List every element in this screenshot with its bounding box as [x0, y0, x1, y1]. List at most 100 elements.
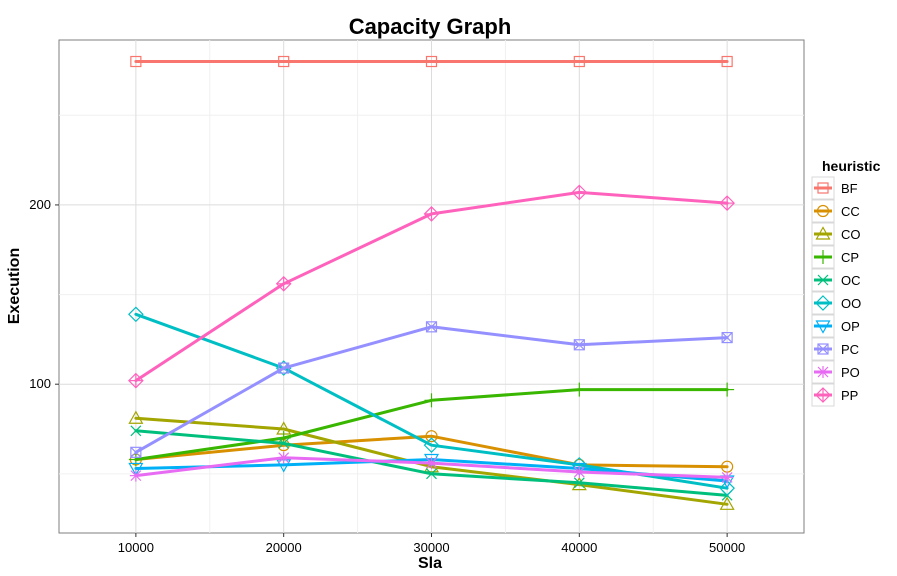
marker-stroke: [573, 339, 585, 351]
data-point-bf: [573, 55, 585, 68]
legend-item-cp: CP: [811, 245, 859, 269]
data-point-oo: [719, 480, 735, 497]
marker-stroke: [573, 466, 585, 478]
series-pc: [130, 321, 733, 458]
marker-stroke: [721, 332, 733, 344]
data-point-cp: [572, 382, 587, 397]
data-point-bf: [721, 55, 733, 68]
data-point-bf: [130, 55, 142, 68]
marker-square: [721, 55, 733, 68]
legend-label: OO: [841, 296, 861, 311]
marker-square: [130, 55, 142, 68]
marker-stroke: [817, 366, 829, 378]
data-point-pp: [571, 184, 588, 201]
marker-stroke: [426, 321, 437, 333]
data-point-bf: [278, 55, 290, 68]
series-cp: [128, 382, 735, 467]
marker-stroke: [278, 362, 290, 374]
legend-item-cc: CC: [811, 199, 860, 223]
data-point-cp: [424, 393, 439, 408]
data-point-co: [719, 496, 735, 510]
legend-label: CP: [841, 250, 859, 265]
marker-diamond: [719, 480, 735, 497]
chart-title: Capacity Graph: [349, 14, 512, 39]
marker-square: [425, 55, 438, 68]
marker-triangle: [815, 226, 831, 240]
legend-label: OC: [841, 273, 861, 288]
marker-circle: [816, 204, 830, 218]
x-tick-label: 30000: [413, 540, 449, 555]
legend-item-oo: OO: [811, 291, 861, 315]
marker-square: [425, 321, 438, 333]
data-point-oc: [278, 437, 290, 449]
marker-square: [817, 182, 829, 194]
legend-label: CC: [841, 204, 860, 219]
data-point-po: [129, 469, 142, 482]
marker-triangle-down: [128, 462, 144, 477]
marker-stroke: [278, 437, 290, 449]
marker-stroke: [817, 343, 829, 355]
legend-label: BF: [841, 181, 858, 196]
data-point-pp: [275, 275, 292, 292]
data-point-oo: [128, 306, 144, 323]
data-point-po: [277, 451, 290, 464]
series-line-cc: [134, 434, 729, 469]
data-point-cc: [425, 430, 438, 443]
marker-stroke: [426, 468, 437, 480]
x-tick-label: 10000: [118, 540, 154, 555]
marker-circle: [425, 430, 438, 443]
marker-stroke: [817, 274, 829, 286]
marker-stroke: [130, 425, 142, 437]
data-point-oc: [426, 468, 437, 480]
x-axis-title: Sla: [418, 555, 442, 572]
series-bf: [130, 55, 733, 68]
data-point-pc: [278, 362, 290, 374]
data-point-cp: [720, 382, 735, 397]
legend-item-co: CO: [811, 222, 861, 246]
series-layer: [128, 55, 735, 510]
legend-item-pc: PC: [811, 337, 859, 361]
x-tick-label: 50000: [709, 540, 745, 555]
legend-item-op: OP: [811, 314, 860, 338]
legend-label: PO: [841, 365, 860, 380]
marker-stroke: [573, 477, 585, 489]
marker-square: [721, 331, 733, 344]
marker-stroke: [278, 452, 290, 464]
marker-stroke: [426, 457, 437, 469]
marker-square: [573, 339, 585, 351]
marker-triangle: [719, 496, 735, 510]
legend: heuristic BF CC CO CP OC OO OP PC PO PP: [811, 158, 881, 407]
legend-item-pp: PP: [811, 383, 858, 407]
x-tick-label: 20000: [266, 540, 302, 555]
data-point-po: [573, 466, 586, 479]
data-point-pp: [128, 372, 144, 389]
legend-label: PC: [841, 342, 859, 357]
y-tick-label: 200: [29, 197, 51, 212]
y-tick-label: 100: [29, 376, 51, 391]
data-point-co: [128, 410, 144, 424]
data-point-pc: [573, 339, 585, 351]
marker-diamond: [423, 437, 440, 454]
data-point-po: [425, 457, 438, 470]
x-tick-label: 40000: [561, 540, 597, 555]
legend-item-po: PO: [811, 360, 860, 384]
legend-label: CO: [841, 227, 861, 242]
legend-item-oc: OC: [811, 268, 861, 292]
marker-square: [817, 343, 829, 355]
marker-diamond: [815, 295, 831, 311]
series-pp: [128, 184, 735, 389]
marker-stroke: [130, 446, 142, 458]
legend-title: heuristic: [822, 158, 881, 174]
data-point-pp: [423, 206, 440, 222]
marker-diamond: [128, 306, 144, 323]
marker-stroke: [721, 472, 733, 483]
y-axis-title: Execution: [6, 248, 23, 324]
marker-triangle: [128, 410, 144, 424]
marker-square: [278, 55, 290, 68]
data-point-oc: [130, 425, 142, 437]
axis-ticks: 10000 20000 30000 40000 50000 100 200: [29, 197, 745, 555]
data-point-op: [128, 462, 144, 477]
data-point-oo: [423, 437, 440, 454]
legend-label: OP: [841, 319, 860, 334]
